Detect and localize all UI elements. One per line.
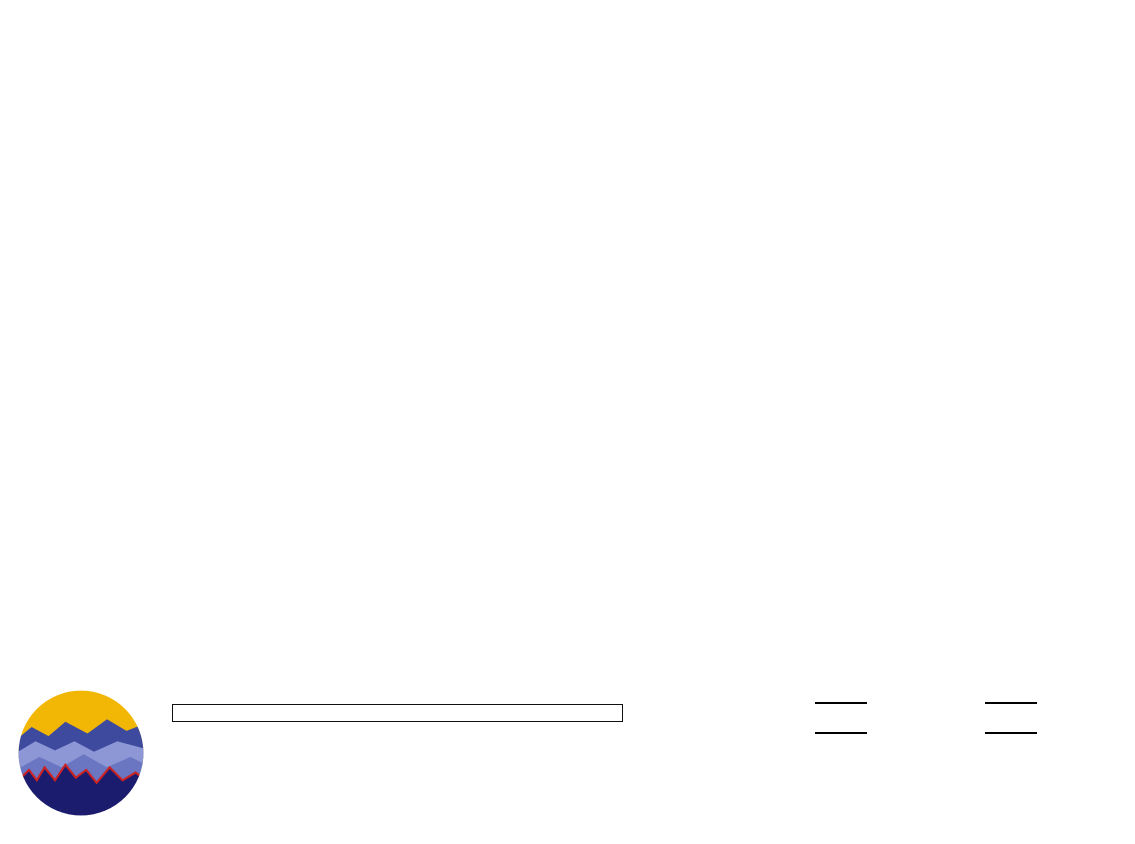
colorbar xyxy=(172,704,623,722)
legend-line-low xyxy=(815,732,867,734)
legend-line-er xyxy=(985,732,1037,734)
ncics-logo xyxy=(18,690,144,816)
legend-line-kelvin xyxy=(985,702,1037,704)
legend-line-mjo xyxy=(815,702,867,704)
